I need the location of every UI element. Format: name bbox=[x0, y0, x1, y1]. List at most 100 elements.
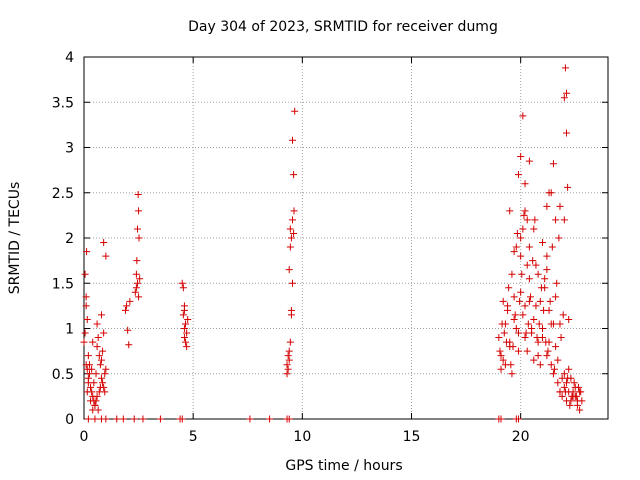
data-point bbox=[96, 361, 104, 369]
y-axis-label: SRMTID / TECUs bbox=[7, 182, 23, 295]
data-point bbox=[497, 365, 505, 373]
data-point bbox=[508, 270, 516, 278]
data-point bbox=[91, 415, 99, 423]
data-point bbox=[82, 293, 90, 301]
data-point bbox=[547, 361, 555, 369]
data-point bbox=[139, 415, 147, 423]
data-point bbox=[285, 266, 293, 274]
data-point bbox=[539, 325, 546, 332]
data-point bbox=[289, 216, 297, 224]
x-axis: 0 5 10 15 20 bbox=[80, 57, 530, 445]
data-point bbox=[534, 352, 542, 360]
data-point bbox=[559, 311, 567, 319]
data-point bbox=[512, 243, 520, 251]
data-point bbox=[514, 415, 522, 423]
data-point bbox=[523, 261, 531, 269]
x-tick-label: 10 bbox=[293, 429, 311, 445]
data-point bbox=[530, 356, 538, 364]
data-point bbox=[560, 216, 568, 224]
data-point bbox=[564, 374, 572, 382]
data-point bbox=[121, 306, 129, 314]
data-point bbox=[84, 352, 92, 360]
data-point bbox=[283, 361, 291, 369]
data-point bbox=[95, 352, 103, 360]
data-point bbox=[156, 415, 164, 423]
data-point bbox=[563, 89, 571, 97]
data-point bbox=[530, 315, 538, 323]
data-point bbox=[563, 129, 571, 137]
data-point bbox=[546, 297, 554, 305]
data-point bbox=[133, 257, 141, 265]
data-point bbox=[510, 248, 518, 256]
data-point bbox=[514, 347, 522, 355]
data-point bbox=[81, 270, 89, 278]
data-point bbox=[246, 415, 254, 423]
data-point bbox=[284, 365, 292, 373]
x-tick-label: 5 bbox=[189, 429, 198, 445]
data-point bbox=[530, 225, 538, 233]
data-point bbox=[506, 207, 514, 215]
data-point bbox=[182, 338, 190, 346]
data-point bbox=[100, 329, 108, 337]
data-point bbox=[560, 383, 568, 391]
data-point bbox=[180, 302, 188, 310]
data-point bbox=[536, 361, 544, 369]
data-point bbox=[497, 415, 505, 423]
data-point bbox=[495, 334, 503, 342]
data-point bbox=[113, 415, 121, 423]
data-point bbox=[534, 270, 542, 278]
data-point bbox=[532, 302, 540, 310]
data-point bbox=[570, 379, 578, 387]
data-point bbox=[94, 334, 102, 342]
data-point bbox=[543, 266, 551, 274]
data-point bbox=[286, 225, 294, 233]
data-point bbox=[102, 252, 110, 260]
data-point bbox=[564, 183, 572, 191]
data-point bbox=[179, 311, 187, 319]
x-tick-label: 15 bbox=[403, 429, 421, 445]
data-point bbox=[95, 388, 103, 396]
data-point bbox=[551, 365, 559, 373]
data-point bbox=[519, 112, 527, 120]
data-point bbox=[521, 207, 529, 215]
data-point bbox=[283, 370, 291, 378]
data-point bbox=[287, 306, 295, 314]
data-point bbox=[130, 415, 138, 423]
data-point bbox=[135, 234, 143, 242]
data-point bbox=[510, 293, 518, 301]
data-points bbox=[80, 64, 586, 423]
data-point bbox=[266, 415, 274, 423]
data-point bbox=[517, 288, 525, 296]
data-point bbox=[286, 243, 294, 251]
chart-title: Day 304 of 2023, SRMTID for receiver dum… bbox=[188, 19, 498, 35]
x-tick-label: 20 bbox=[512, 429, 530, 445]
data-point bbox=[102, 365, 110, 373]
data-point bbox=[505, 284, 513, 292]
data-point bbox=[133, 225, 141, 233]
data-point bbox=[97, 374, 105, 382]
data-point bbox=[567, 397, 575, 405]
data-point bbox=[97, 356, 105, 364]
data-point bbox=[561, 388, 569, 396]
data-point bbox=[545, 189, 553, 197]
data-point bbox=[99, 347, 107, 355]
data-point bbox=[522, 329, 530, 337]
data-point bbox=[507, 361, 515, 369]
data-point bbox=[285, 415, 293, 423]
y-tick-label: 2.5 bbox=[52, 186, 74, 202]
data-point bbox=[520, 211, 528, 219]
data-point bbox=[517, 234, 525, 242]
data-point bbox=[552, 293, 560, 301]
data-point bbox=[133, 279, 141, 287]
data-point bbox=[517, 252, 525, 260]
data-point bbox=[537, 284, 545, 292]
y-tick-label: 3 bbox=[65, 141, 74, 157]
data-point bbox=[577, 388, 585, 396]
data-point bbox=[544, 347, 552, 355]
data-point bbox=[524, 320, 532, 328]
data-point bbox=[179, 284, 187, 292]
data-point bbox=[180, 325, 188, 332]
y-tick-label: 1.5 bbox=[52, 276, 74, 292]
data-point bbox=[555, 234, 563, 242]
